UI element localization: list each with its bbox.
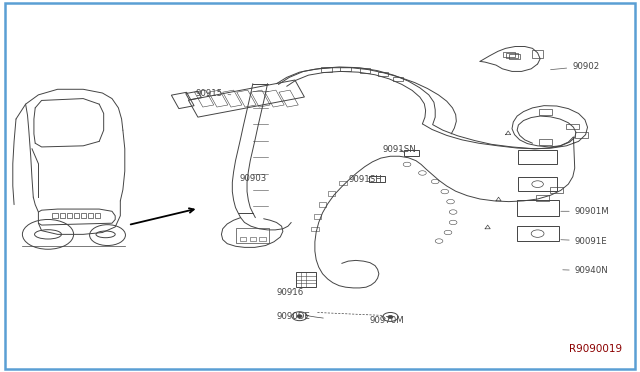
Bar [506, 52, 518, 58]
Bar [550, 187, 563, 193]
Bar [378, 72, 388, 76]
Bar [60, 213, 65, 218]
Bar [517, 226, 559, 241]
Bar [539, 139, 552, 145]
Bar [539, 109, 552, 115]
Text: 90916: 90916 [276, 288, 304, 296]
Text: 9090DE: 9090DE [276, 312, 310, 321]
Text: 90970M: 90970M [370, 316, 404, 325]
Circle shape [388, 315, 393, 318]
Bar [340, 67, 351, 71]
Bar [250, 237, 256, 241]
Text: 90091E: 90091E [561, 237, 607, 246]
Text: 9091SN: 9091SN [383, 145, 417, 154]
Bar [503, 52, 515, 57]
Bar [236, 228, 269, 243]
Bar [95, 213, 100, 218]
Bar [321, 67, 332, 72]
Bar [509, 54, 520, 59]
Bar [296, 272, 316, 287]
Bar [88, 213, 93, 218]
Bar [74, 213, 79, 218]
Circle shape [297, 315, 302, 318]
Text: 9091SH: 9091SH [349, 175, 383, 184]
Bar [311, 227, 319, 231]
Bar [532, 50, 543, 58]
Bar [404, 150, 419, 156]
Text: 90903: 90903 [240, 174, 268, 183]
Bar [259, 237, 266, 241]
Text: R9090019: R9090019 [569, 344, 622, 354]
Bar [319, 202, 326, 207]
Bar [52, 213, 58, 218]
Bar [360, 68, 370, 73]
Text: 90915: 90915 [195, 89, 231, 98]
Bar [339, 181, 347, 185]
Bar [369, 176, 385, 182]
Text: 90940N: 90940N [563, 266, 609, 275]
Bar [240, 237, 246, 241]
Bar [393, 77, 403, 81]
Bar [314, 214, 321, 219]
Bar [328, 191, 335, 196]
Bar [518, 177, 557, 191]
Text: 90901M: 90901M [561, 207, 609, 216]
Bar [575, 132, 588, 138]
Bar [518, 150, 557, 164]
Bar [81, 213, 86, 218]
Bar [67, 213, 72, 218]
Text: 90902: 90902 [550, 62, 600, 71]
Bar [517, 200, 559, 216]
Bar [566, 124, 579, 129]
Bar [536, 195, 549, 201]
